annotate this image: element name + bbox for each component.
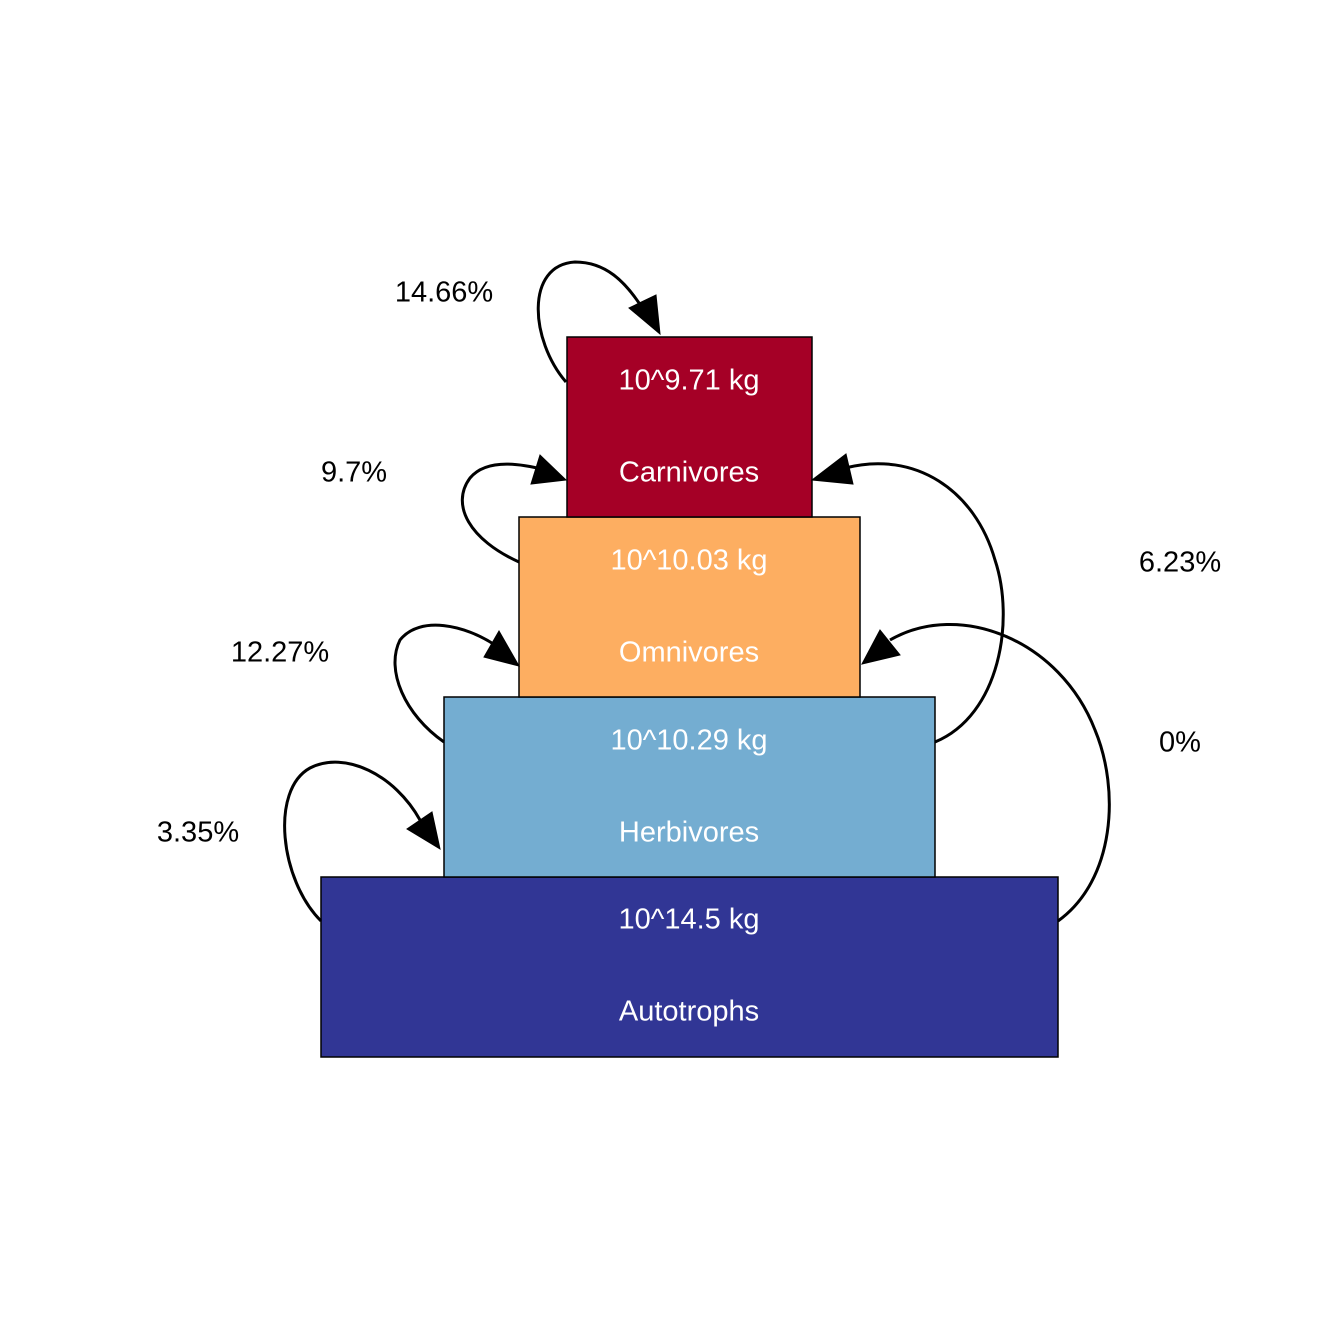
transfer-label: 9.7% (321, 457, 387, 489)
arrowhead-icon (628, 294, 661, 336)
transfer-autotrophs-to-omnivores: 0% (861, 623, 1201, 923)
level-name-herbivores: Herbivores (619, 817, 759, 849)
transfer-arc (844, 462, 1005, 744)
arrowhead-icon (861, 629, 901, 665)
transfer-omnivores-to-carnivores: 9.7% (321, 454, 568, 564)
level-mass-herbivores: 10^10.29 kg (610, 725, 767, 757)
arrowhead-icon (810, 453, 854, 485)
level-box-autotrophs (320, 876, 1059, 1058)
level-omnivores: 10^10.03 kg Omnivores (518, 516, 861, 698)
transfer-arc (460, 462, 546, 564)
transfer-label: 3.35% (157, 817, 239, 849)
level-carnivores: 10^9.71 kg Carnivores (566, 336, 813, 518)
transfer-arc (889, 623, 1111, 923)
transfer-label: 0% (1159, 727, 1201, 759)
level-autotrophs: 10^14.5 kg Autotrophs (320, 876, 1059, 1058)
level-herbivores: 10^10.29 kg Herbivores (443, 696, 936, 878)
level-box-carnivores (566, 336, 813, 518)
arrowhead-icon (483, 629, 521, 667)
level-name-carnivores: Carnivores (619, 457, 759, 489)
transfer-arc (283, 760, 422, 923)
transfer-label: 14.66% (395, 277, 493, 309)
transfer-herbivores-to-carnivores: 6.23% (810, 453, 1221, 744)
level-mass-carnivores: 10^9.71 kg (619, 365, 760, 397)
level-name-autotrophs: Autotrophs (619, 996, 759, 1028)
level-box-herbivores (443, 696, 936, 878)
level-mass-autotrophs: 10^14.5 kg (619, 904, 760, 936)
transfer-autotrophs-to-herbivores: 3.35% (157, 760, 441, 923)
level-name-omnivores: Omnivores (619, 637, 759, 669)
arrowhead-icon (530, 454, 568, 485)
transfer-label: 6.23% (1139, 547, 1221, 579)
transfer-arc (536, 260, 647, 383)
arrowhead-icon (406, 811, 441, 851)
transfer-herbivores-to-omnivores: 12.27% (231, 623, 521, 744)
transfer-arc (393, 623, 496, 744)
transfer-label: 12.27% (231, 637, 329, 669)
transfer-carnivores-self: 14.66% (395, 260, 661, 383)
level-mass-omnivores: 10^10.03 kg (610, 545, 767, 577)
